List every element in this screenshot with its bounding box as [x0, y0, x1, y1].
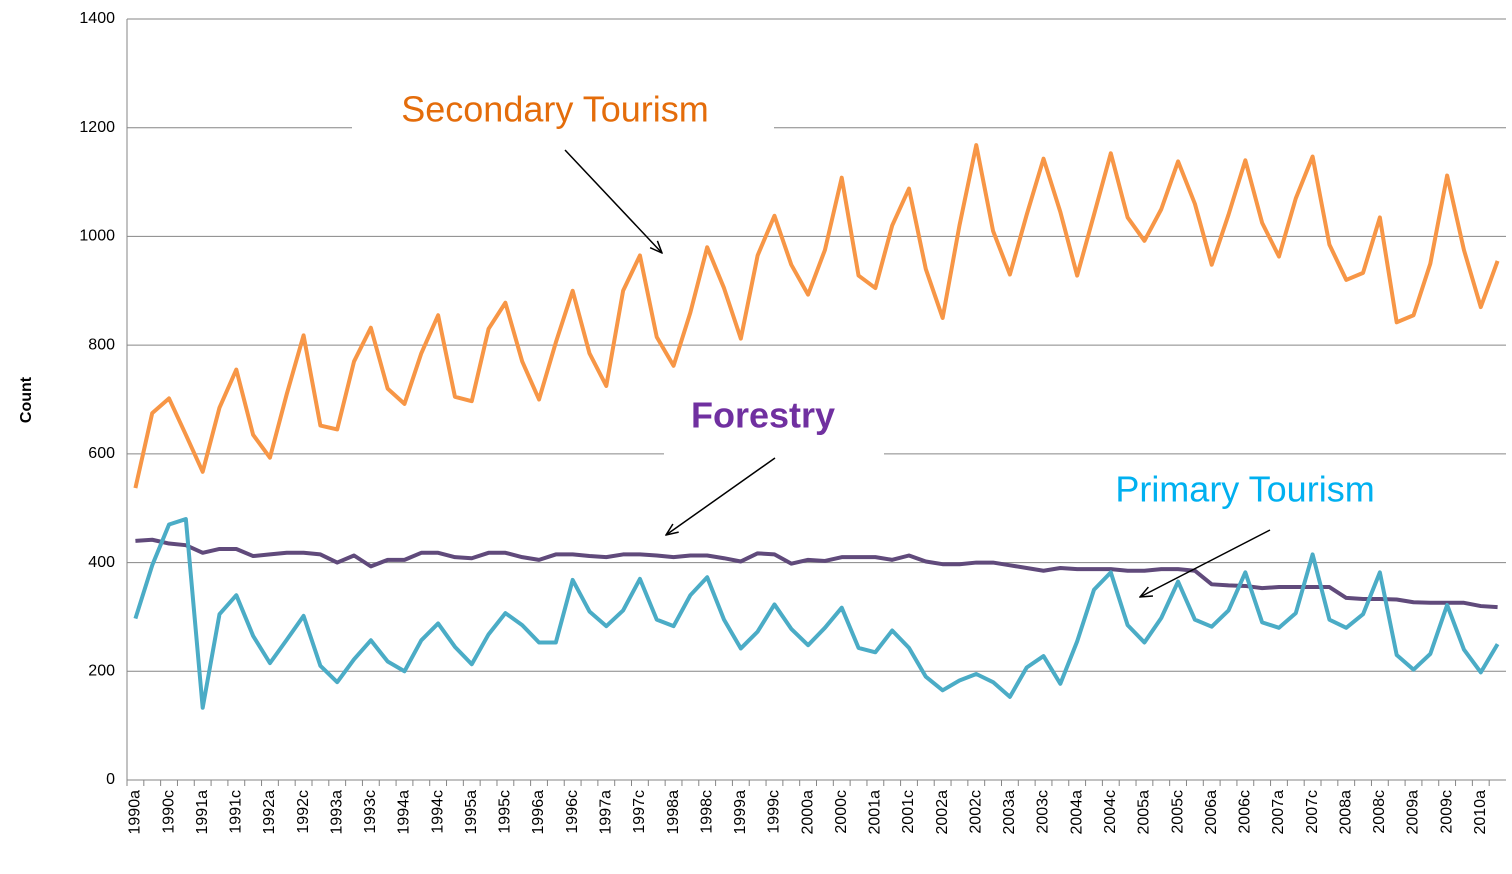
x-tick-label: 2009c: [1438, 790, 1455, 834]
annotation-background: [1068, 470, 1468, 525]
x-tick-label: 2003a: [1001, 790, 1018, 835]
x-tick-label: 1991a: [194, 790, 211, 835]
y-tick-label: 600: [88, 445, 115, 462]
y-tick-label: 400: [88, 554, 115, 571]
x-tick-label: 1995c: [497, 790, 514, 834]
x-tick-label: 2001c: [900, 790, 917, 834]
x-tick-label: 2000a: [799, 790, 816, 835]
x-tick-label: 2008a: [1337, 790, 1354, 835]
x-tick-label: 1998c: [698, 790, 715, 834]
annotation: Primary Tourism: [1115, 469, 1374, 510]
x-tick-label: 1996a: [530, 790, 547, 835]
x-tick-label: 1996c: [564, 790, 581, 834]
x-tick-label: 2000c: [833, 790, 850, 834]
x-tick-label: 2004c: [1102, 790, 1119, 834]
x-tick-label: 2010a: [1472, 790, 1489, 835]
annotation-arrow: [1140, 529, 1271, 597]
annotation-background: [352, 85, 774, 145]
x-tick-label: 2009a: [1405, 790, 1422, 835]
x-tick-label: 1991c: [228, 790, 245, 834]
x-tick-label: 2007c: [1304, 790, 1321, 834]
x-tick-label: 2002a: [934, 790, 951, 835]
x-tick-label: 2002c: [967, 790, 984, 834]
x-tick-label: 2004a: [1068, 790, 1085, 835]
x-tick-label: 2007a: [1270, 790, 1287, 835]
x-tick-label: 2003c: [1035, 790, 1052, 834]
y-tick-label: 1200: [79, 119, 115, 136]
x-tick-label: 1999a: [732, 790, 749, 835]
annotation-background: [664, 395, 884, 455]
y-tick-label: 1400: [79, 10, 115, 27]
x-tick-label: 2008c: [1371, 790, 1388, 834]
x-tick-label: 2001a: [867, 790, 884, 835]
y-axis-title: Count: [18, 376, 35, 423]
x-tick-label: 1995a: [463, 790, 480, 835]
x-tick-label: 1994c: [429, 790, 446, 834]
y-tick-label: 1000: [79, 228, 115, 245]
x-tick-label: 2006c: [1237, 790, 1254, 834]
x-tick-label: 1998a: [665, 790, 682, 835]
x-tick-label: 2005a: [1136, 790, 1153, 835]
series-line: [133, 517, 1500, 710]
y-tick-label: 0: [106, 771, 115, 788]
series-line: [135, 537, 1498, 610]
x-tick-label: 1993a: [328, 790, 345, 835]
y-tick-label: 800: [88, 336, 115, 353]
annotation-arrow: [564, 149, 662, 253]
annotation: Secondary Tourism: [401, 89, 708, 130]
x-tick-label: 1990c: [160, 790, 177, 834]
annotation: Forestry: [691, 395, 835, 436]
x-tick-label: 1997c: [631, 790, 648, 834]
x-tick-label: 1990a: [127, 790, 144, 835]
x-tick-label: 1993c: [362, 790, 379, 834]
x-tick-label: 2005c: [1169, 790, 1186, 834]
x-tick-label: 1992c: [295, 790, 312, 834]
y-tick-label: 200: [88, 663, 115, 680]
x-tick-label: 1994a: [396, 790, 413, 835]
x-tick-label: 2006a: [1203, 790, 1220, 835]
x-tick-label: 1999c: [766, 790, 783, 834]
x-tick-label: 1992a: [261, 790, 278, 835]
x-tick-label: 1997a: [598, 790, 615, 835]
series-line: [133, 143, 1500, 489]
annotation-arrow: [666, 457, 776, 535]
